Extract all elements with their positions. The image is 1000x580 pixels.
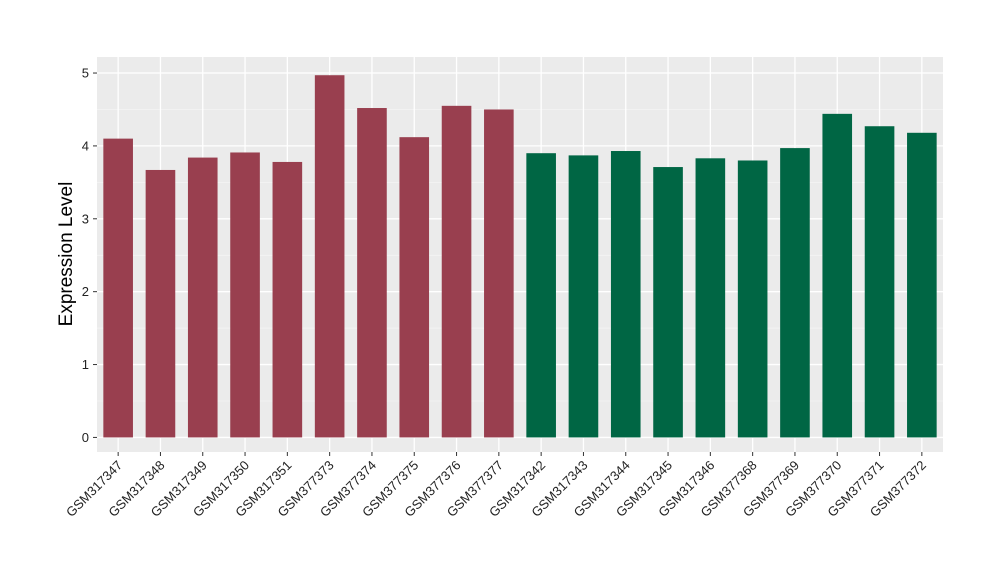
bar-GSM377369 (780, 148, 810, 438)
bar-GSM317344 (610, 151, 641, 438)
bar-GSM317346 (695, 158, 726, 438)
bar-GSM377375 (399, 137, 430, 438)
bar-GSM317350 (230, 152, 260, 438)
y-axis-title: Expression Level (56, 182, 77, 327)
bar-GSM317343 (568, 155, 599, 438)
bar-GSM377377 (484, 109, 514, 438)
x-axis-ticks: GSM317347GSM317348GSM317349GSM317350GSM3… (63, 452, 929, 520)
bar-GSM317351 (272, 161, 303, 438)
y-tick-label: 5 (82, 66, 89, 81)
bars (103, 75, 937, 438)
y-tick-label: 1 (82, 357, 89, 372)
bar-GSM377368 (737, 160, 768, 438)
bar-GSM317342 (526, 153, 556, 438)
y-tick-label: 2 (82, 284, 89, 299)
bar-GSM317348 (145, 169, 176, 438)
bar-GSM317345 (653, 167, 683, 438)
bar-GSM377376 (441, 105, 472, 438)
bar-GSM377372 (907, 132, 937, 438)
bar-GSM377370 (822, 113, 853, 438)
bar-GSM317349 (187, 157, 218, 438)
y-axis-ticks: 0 1 2 3 4 5 (82, 66, 97, 445)
plot-panel (97, 57, 943, 452)
y-tick-label: 0 (82, 430, 89, 445)
bar-GSM377373 (314, 75, 345, 438)
bar-GSM317347 (103, 138, 133, 438)
bar-GSM377371 (864, 126, 895, 438)
y-tick-label: 3 (82, 211, 89, 226)
bar-GSM377374 (357, 108, 387, 438)
y-tick-label: 4 (82, 138, 89, 153)
